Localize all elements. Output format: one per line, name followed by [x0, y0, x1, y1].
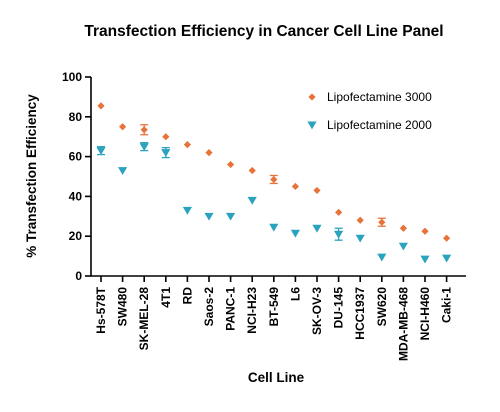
x-tick-label: Saos-2: [202, 287, 216, 327]
legend-label: Lipofectamine 2000: [327, 118, 432, 132]
data-point: [335, 208, 343, 216]
data-point: [183, 141, 191, 149]
data-point: [247, 196, 257, 205]
data-point: [204, 212, 214, 221]
data-point: [270, 175, 278, 184]
data-point: [356, 216, 364, 224]
data-point: [97, 102, 105, 110]
data-point: [140, 126, 148, 134]
data-point: [290, 229, 300, 238]
data-point: [398, 242, 408, 251]
x-ticks: Hs-578T SW480 SK-MEL-28 4T1 RD Saos-2 PANC-1 NC…: [94, 276, 454, 361]
x-tick-label: SW620: [375, 287, 389, 327]
data-point: [227, 160, 235, 169]
y-ticks: 0 20 40 60 80 100: [62, 70, 91, 283]
x-tick-label: MDA-MB-468: [396, 287, 410, 361]
data-point: [291, 182, 299, 191]
data-point: [162, 133, 170, 141]
data-point: [420, 255, 430, 264]
x-tick-label: Hs-578T: [94, 286, 108, 333]
data-point: [161, 149, 171, 157]
series-1: [97, 102, 451, 242]
series-2: [96, 142, 452, 264]
legend-marker: [308, 93, 316, 101]
data-point: [248, 166, 256, 175]
x-tick-label: NCI-H460: [418, 287, 432, 341]
data-point: [269, 223, 279, 232]
x-tick-label: RD: [180, 287, 194, 305]
data-point: [443, 234, 451, 242]
data-point: [442, 254, 452, 263]
x-tick-label: DU-145: [332, 287, 346, 329]
y-tick-label: 80: [69, 110, 83, 124]
data-point: [205, 149, 213, 157]
legend-marker: [307, 121, 317, 130]
y-tick-label: 100: [62, 70, 82, 84]
x-tick-label: SK-MEL-28: [137, 287, 151, 351]
x-tick-label: 4T1: [159, 287, 173, 308]
data-point: [334, 230, 344, 239]
x-tick-label: PANC-1: [224, 287, 238, 331]
y-tick-label: 20: [69, 229, 83, 243]
x-axis-label: Cell Line: [248, 370, 305, 385]
legend: Lipofectamine 3000 Lipofectamine 2000: [307, 90, 432, 132]
data-points: [96, 102, 452, 264]
y-axis-label: % Transfection Efficiency: [24, 94, 39, 258]
legend-label: Lipofectamine 3000: [327, 90, 432, 104]
data-point: [118, 167, 128, 175]
x-tick-label: Caki-1: [440, 287, 454, 323]
data-point: [399, 224, 407, 232]
data-point: [226, 212, 236, 221]
y-tick-label: 40: [69, 189, 83, 203]
data-point: [313, 186, 321, 195]
y-tick-label: 60: [69, 150, 83, 164]
data-point: [377, 253, 387, 262]
data-point: [119, 123, 127, 131]
x-tick-label: NCI-H23: [245, 287, 259, 334]
data-point: [139, 143, 149, 152]
data-point: [182, 206, 192, 215]
data-point: [355, 234, 365, 243]
x-tick-label: SW480: [116, 287, 130, 327]
data-point: [421, 227, 429, 235]
x-tick-label: BT-549: [267, 287, 281, 327]
data-point: [96, 147, 106, 155]
x-tick-label: SK-OV-3: [310, 287, 324, 335]
x-tick-label: L6: [288, 287, 302, 301]
y-tick-label: 0: [75, 269, 82, 283]
x-tick-label: HCC1937: [353, 287, 367, 340]
data-point: [378, 218, 386, 226]
chart-title: Transfection Efficiency in Cancer Cell L…: [84, 23, 443, 40]
data-point: [312, 224, 322, 233]
